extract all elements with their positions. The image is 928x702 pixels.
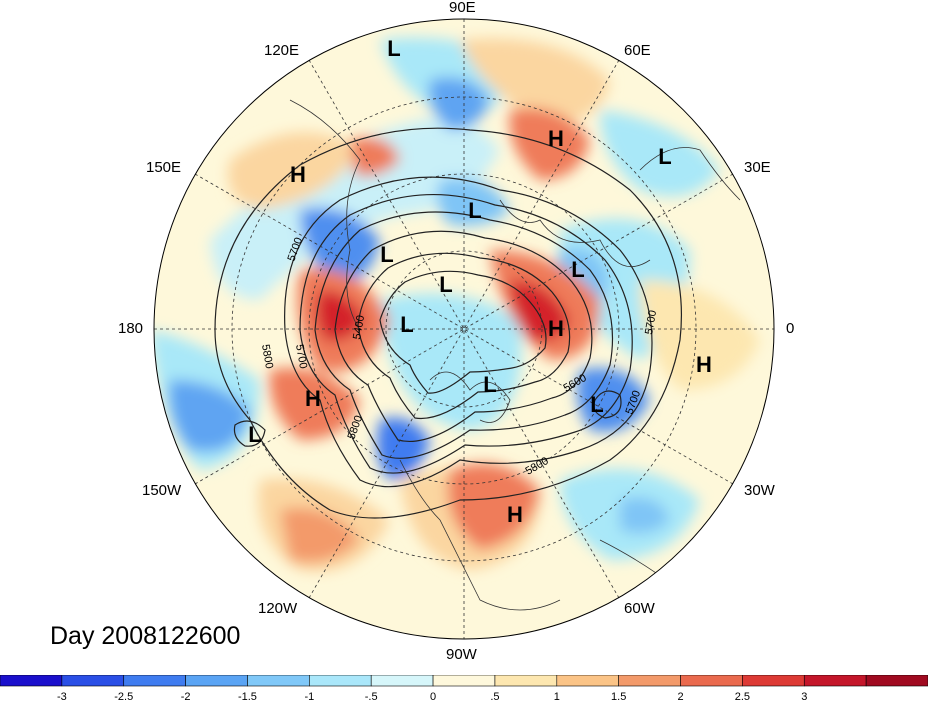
height-contours: [214, 127, 683, 519]
contour-label: 5400: [351, 314, 367, 340]
colorbar-swatch: [432, 675, 496, 687]
longitude-label-180: 180: [118, 320, 144, 337]
pressure-center-low: L: [658, 144, 671, 169]
pressure-center-low: L: [400, 312, 413, 337]
colorbar-swatch: [309, 675, 372, 687]
pressure-center-low: L: [468, 198, 481, 223]
colorbar-swatch: [680, 675, 743, 687]
pressure-center-low: L: [483, 372, 496, 397]
colorbar-tick-label: -3: [57, 691, 67, 702]
longitude-label-90w: 90W: [446, 646, 477, 663]
pressure-center-low: L: [590, 392, 603, 417]
contour-label: 5700: [293, 343, 309, 369]
colorbar-tick-label: -1: [304, 691, 314, 702]
pressure-center-low: L: [387, 36, 400, 61]
colorbar-tick-label: 1.5: [611, 691, 626, 702]
colorbar-tick-label: 3: [801, 691, 807, 702]
colorbar-tick-label: 0: [430, 691, 436, 702]
pressure-center-high: H: [290, 162, 306, 187]
contour-label: 5700: [643, 309, 659, 335]
pressure-center-low: L: [439, 272, 452, 297]
colorbar: -3 -2.5 -2 -1.5 -1 -.5 0 .5 1 1.5 2 2.5 3: [0, 675, 928, 702]
colorbar-tick-label: -2: [181, 691, 191, 702]
pressure-centers: L H L H L L L L L H L H L H L H: [248, 36, 712, 527]
colorbar-swatch: [123, 675, 186, 687]
colorbar-swatch: [556, 675, 619, 687]
pressure-center-high: H: [548, 126, 564, 151]
colorbar-swatch: [803, 675, 867, 687]
colorbar-tick-label: 1: [554, 691, 560, 702]
longitude-label-150w: 150W: [142, 482, 182, 499]
longitude-label-0: 0: [786, 320, 795, 337]
colorbar-swatch: [494, 675, 558, 687]
longitude-label-120w: 120W: [258, 600, 298, 617]
longitude-label-60w: 60W: [624, 600, 655, 617]
pressure-center-low: L: [380, 242, 393, 267]
longitude-label-60e: 60E: [624, 42, 651, 59]
longitude-label-30w: 30W: [744, 482, 775, 499]
longitude-label-90e: 90E: [449, 0, 476, 16]
colorbar-tick-label: -2.5: [114, 691, 133, 702]
colorbar-swatch: [247, 675, 310, 687]
pressure-center-high: H: [305, 386, 321, 411]
colorbar-tick-label: -1.5: [238, 691, 257, 702]
colorbar-tick-label: 2.5: [735, 691, 750, 702]
longitude-label-150e: 150E: [146, 159, 182, 176]
colorbar-swatch: [0, 675, 63, 687]
colorbar-tick-label: .5: [490, 691, 499, 702]
pressure-center-low: L: [248, 422, 261, 447]
map-boundary: [153, 18, 775, 640]
colorbar-swatch: [618, 675, 681, 687]
colorbar-swatch: [61, 675, 125, 687]
longitude-label-30e: 30E: [744, 159, 771, 176]
height-anomaly-map: 5700 5800 5700 5400 5800 5600 5700 5700 …: [153, 18, 775, 640]
colorbar-swatch: [742, 675, 805, 687]
pressure-center-high: H: [696, 352, 712, 377]
colorbar-tick-label: 2: [677, 691, 683, 702]
graticule: [154, 19, 774, 639]
pressure-center-high: H: [548, 316, 564, 341]
colorbar-swatch: [185, 675, 248, 687]
colorbar-tick-label: -.5: [365, 691, 378, 702]
colorbar-swatch: [865, 675, 928, 687]
longitude-label-120e: 120E: [264, 42, 300, 59]
colorbar-swatch: [370, 675, 434, 687]
contour-label: 5800: [259, 343, 275, 369]
pressure-center-high: H: [507, 502, 523, 527]
pressure-center-low: L: [571, 257, 584, 282]
day-label: Day 2008122600: [50, 622, 241, 650]
